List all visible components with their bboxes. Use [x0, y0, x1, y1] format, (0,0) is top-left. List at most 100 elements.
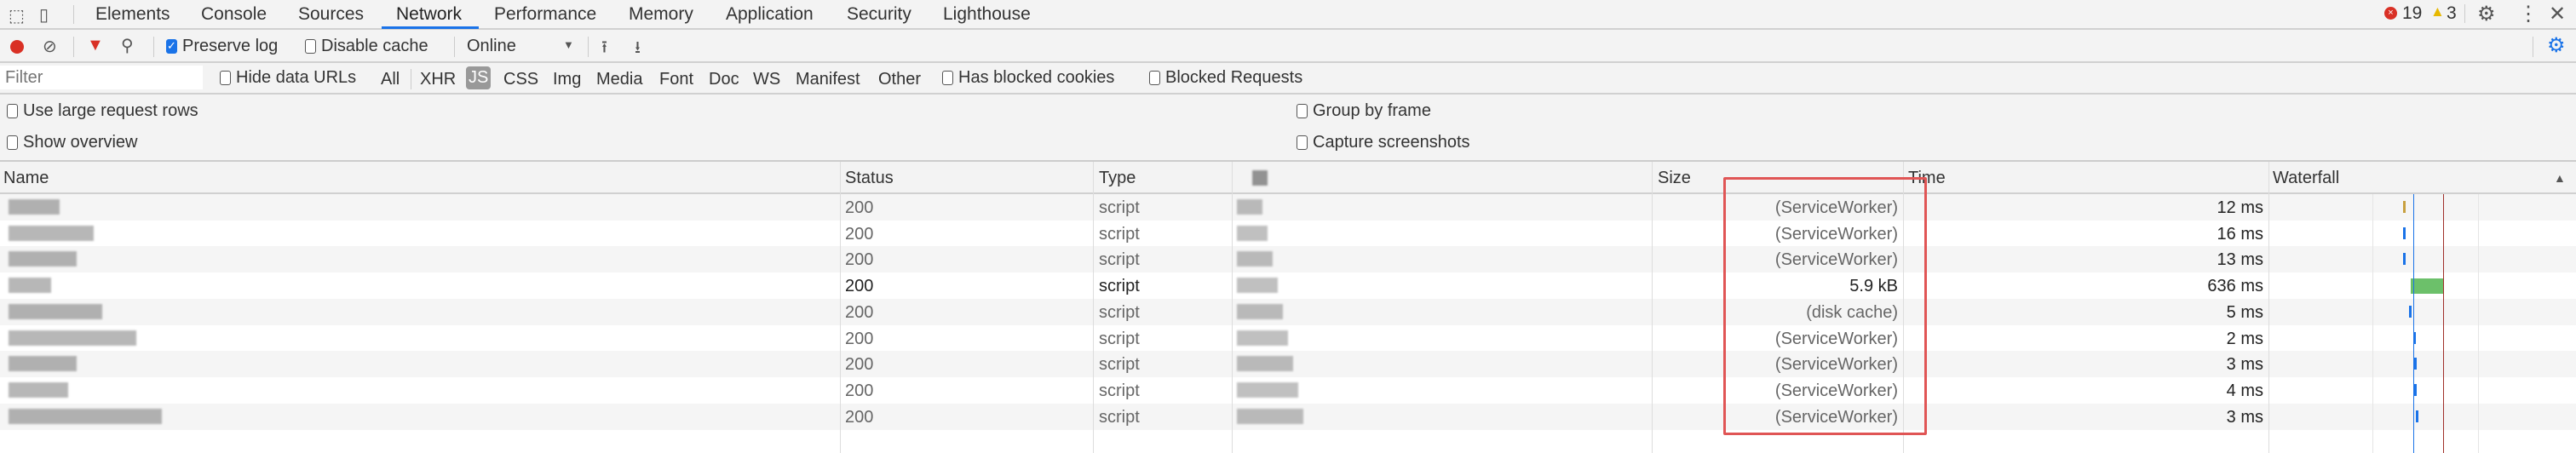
- type-filter-other[interactable]: Other: [878, 70, 922, 89]
- column-divider[interactable]: [1093, 162, 1094, 453]
- column-header-initiator-redacted[interactable]: [1252, 170, 1268, 186]
- type-filter-font[interactable]: Font: [659, 70, 694, 89]
- waterfall-gridline: [2372, 194, 2373, 453]
- column-header-name[interactable]: Name: [3, 169, 49, 187]
- throttling-select[interactable]: Online ▼: [467, 37, 574, 56]
- type-filter-js[interactable]: JS: [466, 66, 492, 89]
- column-header-waterfall[interactable]: Waterfall: [2273, 169, 2340, 187]
- initiator-redacted[interactable]: [1237, 356, 1293, 372]
- type-filter-img[interactable]: Img: [553, 70, 582, 89]
- waterfall-bar[interactable]: [2414, 383, 2417, 396]
- waterfall-bar[interactable]: [2403, 226, 2406, 239]
- request-name-redacted[interactable]: [9, 225, 94, 241]
- capture-screenshots-checkbox[interactable]: Capture screenshots: [1297, 133, 1470, 152]
- request-name-redacted[interactable]: [9, 303, 102, 319]
- inspect-element-icon[interactable]: ⬚: [9, 7, 25, 26]
- request-name-redacted[interactable]: [9, 381, 68, 398]
- type-filter-all[interactable]: All: [381, 70, 400, 89]
- blocked-requests-checkbox[interactable]: Blocked Requests: [1149, 68, 1302, 88]
- initiator-redacted[interactable]: [1237, 330, 1288, 346]
- tab-performance[interactable]: Performance: [494, 4, 597, 24]
- waterfall-bar[interactable]: [2414, 358, 2417, 370]
- waterfall-bar[interactable]: [2403, 253, 2406, 266]
- close-icon[interactable]: ✕: [2549, 3, 2567, 26]
- table-row[interactable]: 200 script 5.9 kB 636 ms: [0, 272, 2576, 299]
- waterfall-bar[interactable]: [2403, 201, 2406, 213]
- column-divider[interactable]: [1232, 162, 1233, 453]
- export-har-icon[interactable]: ⭳: [635, 38, 641, 57]
- tab-sources[interactable]: Sources: [298, 4, 365, 24]
- network-settings-gear-icon[interactable]: ⚙: [2547, 34, 2566, 57]
- initiator-redacted[interactable]: [1237, 199, 1262, 215]
- error-icon[interactable]: ×: [2384, 7, 2397, 20]
- column-divider[interactable]: [840, 162, 841, 453]
- type-filter-xhr[interactable]: XHR: [420, 70, 457, 89]
- tab-console[interactable]: Console: [201, 4, 267, 24]
- request-name-redacted[interactable]: [9, 408, 162, 424]
- error-count[interactable]: 19: [2402, 3, 2423, 23]
- warning-icon[interactable]: ▲: [2430, 3, 2445, 20]
- waterfall-bar[interactable]: [2411, 278, 2443, 295]
- waterfall-bar[interactable]: [2416, 410, 2418, 422]
- status-cell: 200: [845, 277, 874, 296]
- type-filter-doc[interactable]: Doc: [709, 70, 739, 89]
- column-divider[interactable]: [2268, 162, 2269, 453]
- column-divider[interactable]: [1652, 162, 1653, 453]
- table-row[interactable]: 200 script (ServiceWorker) 2 ms: [0, 325, 2576, 352]
- request-name-redacted[interactable]: [9, 278, 51, 294]
- column-header-status[interactable]: Status: [845, 169, 894, 187]
- tab-memory[interactable]: Memory: [629, 4, 693, 24]
- request-name-redacted[interactable]: [9, 199, 60, 215]
- request-name-redacted[interactable]: [9, 356, 77, 372]
- table-row[interactable]: 200 script (disk cache) 5 ms: [0, 298, 2576, 325]
- preserve-log-checkbox[interactable]: ✓ Preserve log: [166, 37, 278, 56]
- import-har-icon[interactable]: ⭱: [601, 38, 607, 57]
- show-overview-label: Show overview: [23, 133, 138, 152]
- table-row[interactable]: 200 script (ServiceWorker) 13 ms: [0, 246, 2576, 273]
- waterfall-bar[interactable]: [2413, 331, 2416, 344]
- record-icon[interactable]: [10, 40, 24, 54]
- tab-network[interactable]: Network: [396, 4, 463, 24]
- capture-screenshots-label: Capture screenshots: [1313, 133, 1470, 152]
- request-name-redacted[interactable]: [9, 251, 77, 267]
- more-options-icon[interactable]: ⋮: [2518, 3, 2539, 26]
- group-by-frame-checkbox[interactable]: Group by frame: [1297, 101, 1431, 121]
- clear-icon[interactable]: ⊘: [43, 37, 57, 56]
- initiator-redacted[interactable]: [1237, 278, 1278, 294]
- disable-cache-checkbox[interactable]: Disable cache: [305, 37, 428, 56]
- initiator-redacted[interactable]: [1237, 251, 1273, 267]
- settings-gear-icon[interactable]: ⚙: [2477, 3, 2496, 26]
- type-filter-manifest[interactable]: Manifest: [796, 70, 860, 89]
- search-icon[interactable]: ⚲: [121, 37, 134, 55]
- initiator-redacted[interactable]: [1237, 408, 1303, 424]
- type-filter-css[interactable]: CSS: [503, 70, 539, 89]
- has-blocked-cookies-checkbox[interactable]: Has blocked cookies: [942, 68, 1114, 88]
- table-row[interactable]: 200 script (ServiceWorker) 12 ms: [0, 194, 2576, 221]
- table-row[interactable]: 200 script (ServiceWorker) 16 ms: [0, 221, 2576, 247]
- initiator-redacted[interactable]: [1237, 225, 1268, 241]
- tab-lighthouse[interactable]: Lighthouse: [943, 4, 1031, 24]
- table-row[interactable]: 200 script (ServiceWorker) 3 ms: [0, 403, 2576, 430]
- initiator-redacted[interactable]: [1237, 303, 1283, 319]
- type-filter-ws[interactable]: WS: [753, 70, 781, 89]
- initiator-redacted[interactable]: [1237, 381, 1298, 398]
- waterfall-bar[interactable]: [2409, 305, 2412, 318]
- column-divider[interactable]: [1903, 162, 1904, 453]
- filter-funnel-icon[interactable]: ▼: [87, 36, 104, 54]
- table-row[interactable]: 200 script (ServiceWorker) 4 ms: [0, 377, 2576, 404]
- column-header-size[interactable]: Size: [1658, 169, 1691, 187]
- device-toolbar-icon[interactable]: ▯: [39, 6, 49, 25]
- warning-count[interactable]: 3: [2447, 3, 2457, 23]
- large-rows-checkbox[interactable]: Use large request rows: [7, 101, 198, 121]
- hide-data-urls-checkbox[interactable]: Hide data URLs: [220, 68, 356, 88]
- show-overview-checkbox[interactable]: Show overview: [7, 133, 138, 152]
- table-row[interactable]: 200 script (ServiceWorker) 3 ms: [0, 351, 2576, 378]
- tab-elements[interactable]: Elements: [95, 4, 170, 24]
- type-filter-media[interactable]: Media: [596, 70, 643, 89]
- sort-ascending-icon[interactable]: ▲: [2554, 171, 2566, 185]
- column-header-type[interactable]: Type: [1099, 169, 1136, 187]
- request-name-redacted[interactable]: [9, 330, 136, 346]
- tab-security[interactable]: Security: [847, 4, 911, 24]
- tab-application[interactable]: Application: [726, 4, 814, 24]
- filter-input[interactable]: [0, 66, 203, 89]
